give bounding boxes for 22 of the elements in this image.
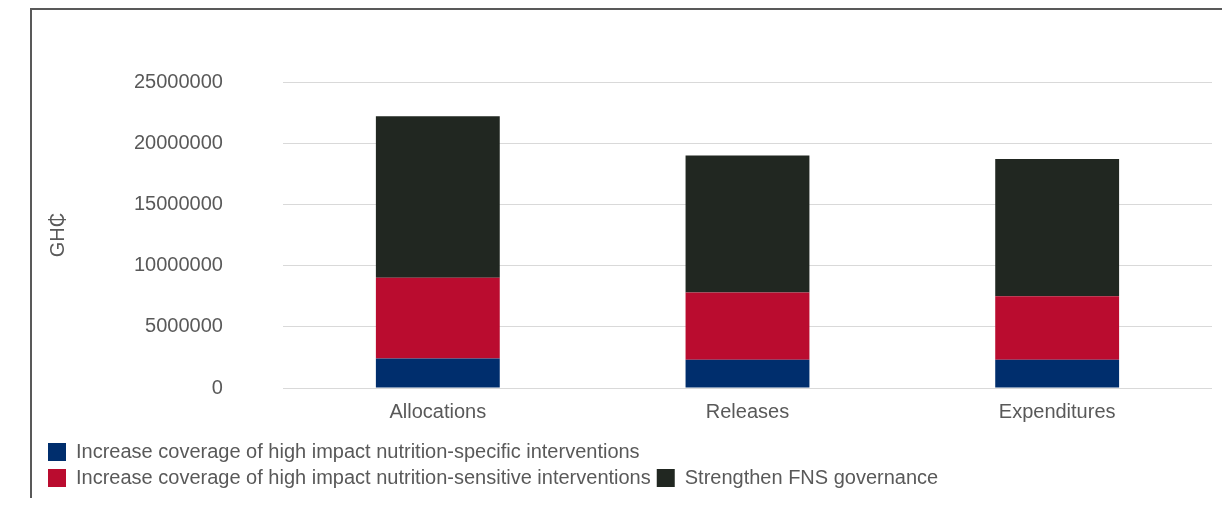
bar <box>375 116 500 278</box>
y-tick-label: 10000000 <box>134 253 223 276</box>
bar <box>685 292 810 360</box>
bar <box>375 277 500 359</box>
bar <box>375 358 500 388</box>
legend-label: Increase coverage of high impact nutrition-sensitive interventions <box>76 465 651 488</box>
y-axis-title: GH₵ <box>45 212 68 258</box>
bar <box>995 159 1120 297</box>
legend-label: Strengthen FNS governance <box>684 465 939 488</box>
bar <box>685 359 810 388</box>
bar <box>995 359 1120 388</box>
y-tick-label: 0 <box>211 375 223 398</box>
x-tick-label: Releases <box>705 399 790 422</box>
y-tick-label: 25000000 <box>134 69 223 92</box>
y-tick-label: 5000000 <box>145 314 223 337</box>
legend-label: Increase coverage of high impact nutrition-specific interventions <box>76 439 640 462</box>
bar <box>995 296 1120 360</box>
y-tick-label: 15000000 <box>134 191 223 214</box>
x-tick-label: Allocations <box>389 399 487 422</box>
x-tick-label: Expenditures <box>998 399 1116 422</box>
y-tick-label: 20000000 <box>134 130 223 153</box>
bar <box>685 155 810 293</box>
